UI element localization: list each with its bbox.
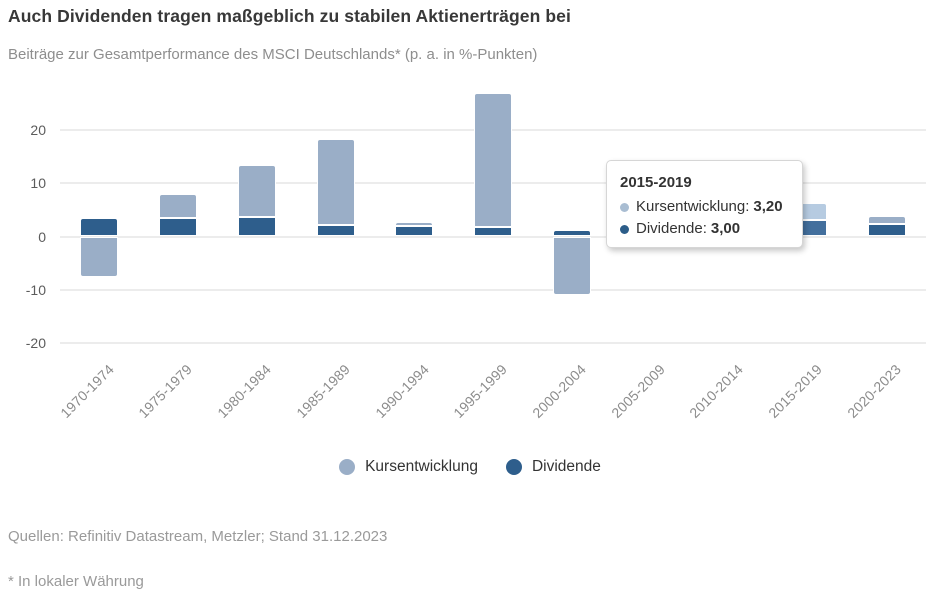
tooltip-row-dividende: Dividende: 3,00 [620,218,788,240]
bar-kursentwicklung-1990-1994[interactable] [395,221,434,227]
tooltip-bullet-dividende-icon [620,224,629,234]
chart-title: Auch Dividenden tragen maßgeblich zu sta… [8,6,571,26]
bar-kursentwicklung-1970-1974[interactable] [80,236,119,277]
y-axis-label-20: 20 [30,121,46,138]
x-axis-label-2000-2004: 2000-2004 [529,361,590,421]
gridline--20 [60,342,926,345]
bar-kursentwicklung-1975-1979[interactable] [159,193,198,218]
bar-dividende-1995-1999[interactable] [474,227,512,237]
bar-dividende-1970-1974[interactable] [80,218,119,237]
bar-dividende-1980-1984[interactable] [237,217,276,237]
footnote: * In lokaler Währung [8,573,144,590]
tooltip-value-dividende: 3,00 [710,220,741,237]
plot-area: 20 10 0 -10 -20 1970-1974 1975-1979 1980-1984 19… [25,92,926,421]
gridline--10 [60,288,926,291]
bar-dividende-1990-1994[interactable] [395,226,434,237]
x-axis-label-2020-2023: 2020-2023 [844,361,904,421]
tooltip: 2015-2019 Kursentwicklung: 3,20 Dividend… [606,160,803,248]
legend-marker-kursentwicklung-icon [339,459,356,475]
x-axis-label-2010-2014: 2010-2014 [686,361,747,421]
source-note: Quellen: Refinitiv Datastream, Metzler; … [8,528,388,545]
tooltip-value-kursentwicklung: 3,20 [753,198,783,215]
y-axis-label-0: 0 [38,228,46,245]
x-axis-label-1995-1999: 1995-1999 [450,361,511,421]
y-axis-label--10: -10 [25,281,46,298]
y-axis-label--20: -20 [25,335,46,352]
bar-kursentwicklung-1995-1999[interactable] [474,92,512,228]
tooltip-title: 2015-2019 [620,174,692,191]
legend-item-dividende[interactable]: Dividende [505,458,601,476]
bar-dividende-1985-1989[interactable] [316,224,355,237]
y-axis-label-10: 10 [30,175,46,192]
legend: Kursentwicklung Dividende [0,458,940,476]
gridline-0 [60,235,926,238]
bar-dividende-2000-2004[interactable] [552,229,591,237]
tooltip-label-dividende: Dividende: [636,220,707,237]
chart-subtitle: Beiträge zur Gesamtperformance des MSCI … [8,46,538,63]
x-axis-label-1990-1994: 1990-1994 [371,361,432,421]
legend-marker-dividende-icon [505,459,522,475]
x-axis-label-1985-1989: 1985-1989 [292,361,353,421]
tooltip-label-kursentwicklung: Kursentwicklung: [636,198,750,215]
legend-label-dividende: Dividende [531,458,601,475]
x-axis-label-2015-2019: 2015-2019 [765,361,826,421]
x-axis-label-1980-1984: 1980-1984 [214,361,275,421]
bar-dividende-2020-2023[interactable] [867,223,906,237]
legend-label-kursentwicklung: Kursentwicklung [365,458,478,475]
x-axis-label-1970-1974: 1970-1974 [56,361,117,421]
bar-kursentwicklung-2020-2023[interactable] [867,215,906,224]
x-axis-label-2005-2009: 2005-2009 [607,361,668,421]
bar-kursentwicklung-1985-1989[interactable] [316,138,355,225]
bar-dividende-1975-1979[interactable] [159,217,198,237]
bar-kursentwicklung-1980-1984[interactable] [237,165,276,218]
bar-kursentwicklung-2000-2004[interactable] [552,236,591,296]
legend-item-kursentwicklung[interactable]: Kursentwicklung [339,458,478,476]
tooltip-row-kursentwicklung: Kursentwicklung: 3,20 [620,196,788,218]
x-axis-label-1975-1979: 1975-1979 [135,361,196,421]
tooltip-bullet-kursentwicklung-icon [620,202,629,212]
